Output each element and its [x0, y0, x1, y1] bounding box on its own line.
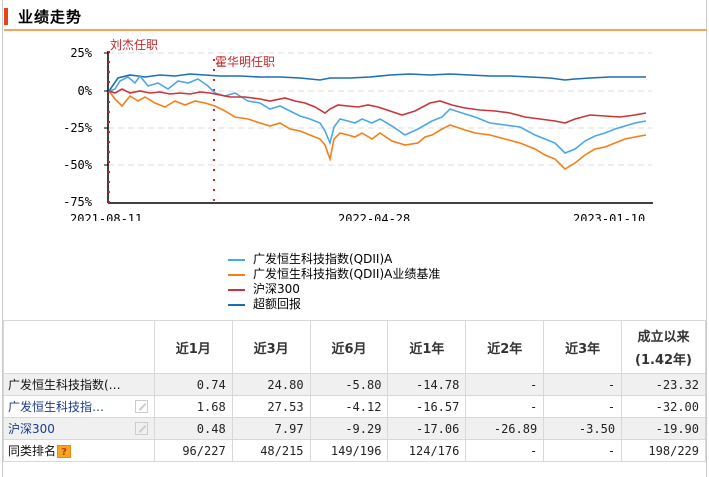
- table-row: 广发恒生科技指… 1.68 27.53 -4.12 -16.57 - - -32…: [3, 395, 706, 418]
- col-header: 近2年: [465, 320, 545, 374]
- legend-label: 超额回报: [253, 297, 302, 311]
- col-header: 近6月: [309, 320, 389, 374]
- legend-label: 沪深300: [253, 282, 300, 296]
- cell: -4.12: [309, 395, 389, 418]
- annotation-label-2: 霍华明任职: [215, 55, 275, 69]
- legend-item-fund-a[interactable]: 广发恒生科技指数(QDII)A: [228, 252, 440, 267]
- cell: -17.06: [387, 417, 467, 440]
- row-name: 同类排名: [8, 444, 57, 458]
- cell: -: [465, 373, 545, 396]
- legend-item-csi300[interactable]: 沪深300: [228, 282, 440, 297]
- legend-swatch: [228, 303, 245, 306]
- x-tick: 2022-04-28: [338, 212, 410, 221]
- cell: -26.89: [465, 417, 545, 440]
- chart-gridlines: [108, 52, 652, 166]
- cell: 149/196: [309, 439, 389, 462]
- cell: -: [543, 373, 623, 396]
- cell: 7.97: [231, 417, 311, 440]
- cell: -: [543, 439, 623, 462]
- cell: 24.80: [231, 373, 311, 396]
- cell: 48/215: [231, 439, 311, 462]
- y-tick: -50%: [63, 158, 93, 172]
- cell: 27.53: [231, 395, 311, 418]
- cell: 198/229: [621, 439, 706, 462]
- legend-swatch: [228, 258, 245, 261]
- row-name-link[interactable]: 沪深300: [8, 422, 55, 436]
- performance-table: 近1月 近3月 近6月 近1年 近2年 近3年 成立以来 (1.42年) 广发恒生…: [3, 320, 706, 462]
- col-header-line2: (1.42年): [635, 353, 692, 368]
- chart-legend: 广发恒生科技指数(QDII)A 广发恒生科技指数(QDII)A业绩基准 沪深30…: [228, 252, 440, 312]
- help-icon[interactable]: ?: [57, 445, 72, 458]
- y-tick: 0%: [78, 84, 93, 98]
- y-axis-labels: 25% 0% -25% -50% -75%: [63, 46, 93, 209]
- table-row: 广发恒生科技指数(… 0.74 24.80 -5.80 -14.78 - - -…: [3, 373, 706, 396]
- x-axis-labels: 2021-08-11 2022-04-28 2023-01-10: [70, 212, 645, 221]
- row-name: 广发恒生科技指数(…: [3, 373, 155, 396]
- series-fund-a: [108, 74, 647, 154]
- cell: -: [465, 395, 545, 418]
- series-fund-a-benchmark: [108, 90, 647, 171]
- cell: 96/227: [153, 439, 233, 462]
- y-tick: -25%: [63, 121, 93, 135]
- cell: -23.32: [621, 373, 706, 396]
- edit-icon[interactable]: [134, 400, 148, 413]
- legend-swatch: [228, 288, 245, 291]
- cell: 0.74: [153, 373, 233, 396]
- performance-chart: 25% 0% -25% -50% -75% 2021-08-11 2022-04…: [63, 38, 653, 221]
- col-header: 近1年: [387, 320, 467, 374]
- series-csi300: [108, 88, 647, 124]
- cell: -19.90: [621, 417, 706, 440]
- col-header: 近3月: [231, 320, 311, 374]
- cell: -14.78: [387, 373, 467, 396]
- legend-label: 广发恒生科技指数(QDII)A业绩基准: [253, 267, 441, 281]
- cell: -9.29: [309, 417, 389, 440]
- col-header-empty: [3, 320, 155, 374]
- table-row: 同类排名? 96/227 48/215 149/196 124/176 - - …: [3, 439, 706, 462]
- col-header: 近3年: [543, 320, 623, 374]
- x-tick: 2023-01-10: [573, 212, 645, 221]
- cell: 124/176: [387, 439, 467, 462]
- header-underline: [4, 29, 707, 31]
- edit-icon[interactable]: [134, 422, 148, 435]
- row-name-cell: 沪深300: [3, 417, 155, 440]
- row-name-link[interactable]: 广发恒生科技指…: [8, 400, 105, 414]
- col-header: 近1月: [153, 320, 233, 374]
- legend-item-excess[interactable]: 超额回报: [228, 297, 440, 312]
- cell: 1.68: [153, 395, 233, 418]
- y-tick: 25%: [70, 46, 92, 60]
- section-header: 业绩走势: [2, 0, 707, 31]
- cell: -5.80: [309, 373, 389, 396]
- legend-label: 广发恒生科技指数(QDII)A: [253, 252, 393, 266]
- cell: -: [543, 395, 623, 418]
- legend-item-benchmark[interactable]: 广发恒生科技指数(QDII)A业绩基准: [228, 267, 440, 282]
- cell: 0.48: [153, 417, 233, 440]
- cell: -16.57: [387, 395, 467, 418]
- table-row: 沪深300 0.48 7.97 -9.29 -17.06 -26.89 -3.5…: [3, 417, 706, 440]
- x-tick: 2021-08-11: [70, 212, 142, 221]
- col-header-line1: 成立以来: [637, 330, 690, 345]
- row-name-cell: 广发恒生科技指…: [3, 395, 155, 418]
- header-accent-bar: [4, 8, 8, 25]
- series-excess-return: [108, 73, 646, 92]
- row-name-cell: 同类排名?: [3, 439, 155, 462]
- col-header-since-inception: 成立以来 (1.42年): [621, 320, 706, 374]
- annotation-label-1: 刘杰任职: [110, 38, 158, 52]
- legend-swatch: [228, 273, 245, 276]
- cell: -: [465, 439, 545, 462]
- cell: -32.00: [621, 395, 706, 418]
- section-title: 业绩走势: [18, 8, 83, 26]
- cell: -3.50: [543, 417, 623, 440]
- table-header-row: 近1月 近3月 近6月 近1年 近2年 近3年 成立以来 (1.42年): [3, 320, 706, 374]
- y-tick: -75%: [63, 195, 93, 209]
